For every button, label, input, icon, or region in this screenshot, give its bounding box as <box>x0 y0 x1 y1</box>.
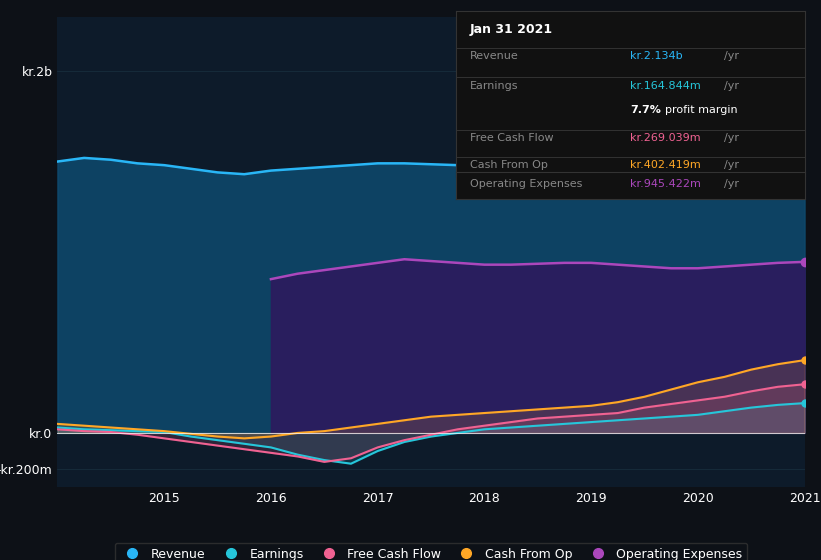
Text: Revenue: Revenue <box>470 51 518 61</box>
Text: /yr: /yr <box>724 160 740 170</box>
Legend: Revenue, Earnings, Free Cash Flow, Cash From Op, Operating Expenses: Revenue, Earnings, Free Cash Flow, Cash … <box>115 543 747 560</box>
Text: /yr: /yr <box>724 179 740 189</box>
Text: /yr: /yr <box>724 133 740 143</box>
Text: Operating Expenses: Operating Expenses <box>470 179 582 189</box>
Text: Cash From Op: Cash From Op <box>470 160 548 170</box>
Text: kr.2.134b: kr.2.134b <box>631 51 683 61</box>
Text: /yr: /yr <box>724 51 740 61</box>
Text: kr.945.422m: kr.945.422m <box>631 179 701 189</box>
Text: Earnings: Earnings <box>470 81 518 91</box>
Text: 7.7%: 7.7% <box>631 105 661 115</box>
Text: profit margin: profit margin <box>665 105 737 115</box>
Text: /yr: /yr <box>724 81 740 91</box>
Text: kr.402.419m: kr.402.419m <box>631 160 701 170</box>
Text: Jan 31 2021: Jan 31 2021 <box>470 23 553 36</box>
Text: kr.269.039m: kr.269.039m <box>631 133 701 143</box>
Text: Free Cash Flow: Free Cash Flow <box>470 133 553 143</box>
Text: kr.164.844m: kr.164.844m <box>631 81 701 91</box>
